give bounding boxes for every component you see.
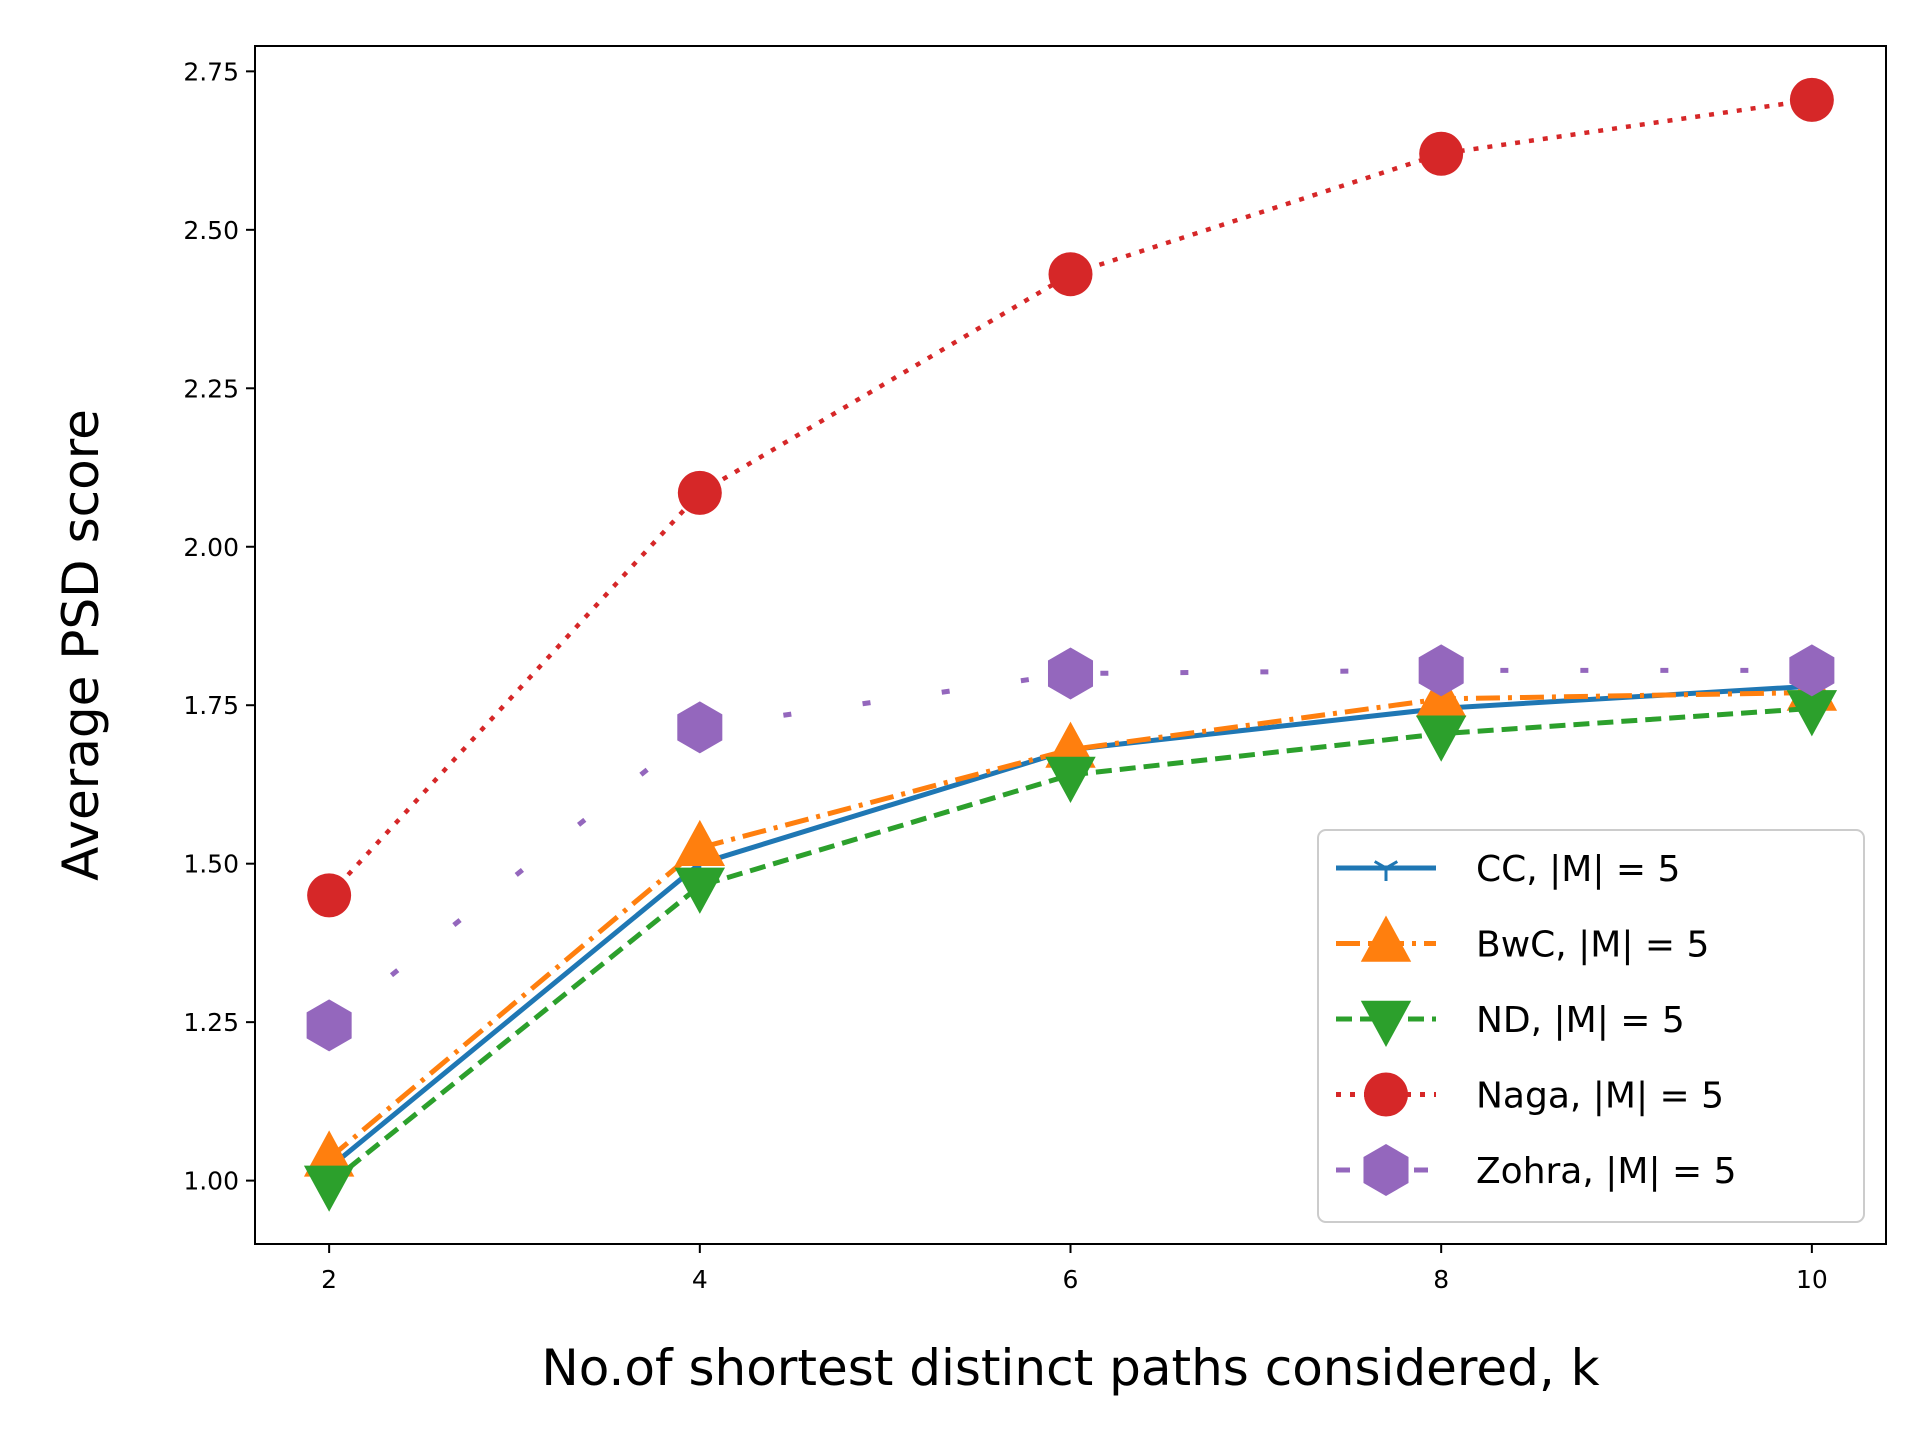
axis-layer: 2 4 6 8 10 1.00 1.25 1.50 1.75 2.00 2.25 2.50 2.75 xyxy=(183,57,1827,1294)
legend-label-bwc: BwC, |M| = 5 xyxy=(1476,925,1709,966)
legend-marker-nd xyxy=(1360,1000,1412,1047)
data-point-naga xyxy=(677,470,722,515)
data-point-naga xyxy=(307,873,352,918)
x-tick-label: 4 xyxy=(692,1265,708,1294)
series-line-bwc xyxy=(327,690,1812,1161)
legend: CC, |M| = 5 BwC, |M| = 5 ND, |M| = 5 Naga, … xyxy=(1317,829,1865,1223)
data-point-zohra xyxy=(1047,647,1094,700)
data-point-bwc xyxy=(303,1130,355,1177)
series-nd xyxy=(303,690,1838,1212)
data-point-zohra xyxy=(677,701,723,754)
series-layer xyxy=(303,77,1838,1212)
data-point-naga xyxy=(1048,252,1093,297)
y-tick-label: 2.25 xyxy=(183,374,239,403)
data-point-nd xyxy=(303,1165,355,1212)
x-tick-label: 6 xyxy=(1063,1265,1079,1294)
series-line-nd xyxy=(327,705,1813,1186)
x-tick-label: 8 xyxy=(1433,1265,1449,1294)
series-naga xyxy=(307,77,1834,918)
data-point-bwc xyxy=(674,819,726,867)
legend-label-zohra: Zohra, |M| = 5 xyxy=(1476,1151,1737,1192)
data-point-nd xyxy=(1415,715,1467,762)
data-point-bwc xyxy=(1045,721,1096,768)
legend-label-nd: ND, |M| = 5 xyxy=(1476,1000,1685,1041)
y-tick-label: 2.00 xyxy=(183,533,239,562)
x-axis-label: No.of shortest distinct paths considered… xyxy=(541,1339,1599,1397)
series-zohra xyxy=(306,644,1835,1052)
data-point-naga xyxy=(1789,77,1834,122)
legend-marker-zohra xyxy=(1363,1144,1409,1196)
data-point-naga xyxy=(1419,131,1464,176)
data-point-nd xyxy=(1045,756,1096,803)
series-line-naga xyxy=(327,97,1813,897)
x-tick-label: 10 xyxy=(1796,1265,1828,1294)
legend-label-naga: Naga, |M| = 5 xyxy=(1476,1076,1724,1117)
legend-box xyxy=(1317,829,1865,1223)
data-point-zohra xyxy=(1418,644,1464,697)
x-tick-label: 2 xyxy=(321,1265,337,1294)
y-tick-label: 1.75 xyxy=(183,691,239,720)
data-point-zohra xyxy=(306,999,352,1052)
y-tick-label: 1.25 xyxy=(183,1008,239,1037)
y-tick-label: 1.00 xyxy=(183,1167,239,1196)
legend-marker-naga xyxy=(1364,1072,1408,1117)
data-point-nd xyxy=(674,867,726,914)
y-tick-label: 2.75 xyxy=(183,57,239,86)
data-point-nd xyxy=(1786,690,1838,737)
legend-label-cc: CC, |M| = 5 xyxy=(1476,849,1680,890)
y-tick-label: 2.50 xyxy=(183,216,239,245)
y-tick-label: 1.50 xyxy=(183,850,239,879)
legend-marker-bwc xyxy=(1360,915,1412,962)
y-axis-label: Average PSD score xyxy=(52,409,110,881)
data-point-zohra xyxy=(1789,644,1835,697)
legend-marker-cc xyxy=(1373,860,1399,881)
